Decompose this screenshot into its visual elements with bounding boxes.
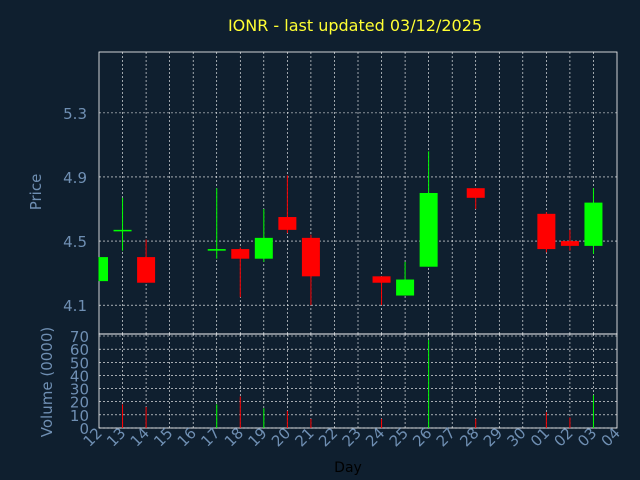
volume-panel-frame <box>98 333 618 429</box>
price-axis-label: Price <box>27 174 45 211</box>
candle-body <box>537 213 556 250</box>
candle-body <box>113 229 132 232</box>
candle <box>231 247 250 298</box>
price-tick-label: 4.9 <box>63 169 87 187</box>
price-tick-label: 5.3 <box>63 105 87 123</box>
volume-tick-label: 30 <box>70 381 89 399</box>
candle-body <box>560 241 579 246</box>
candle-body <box>419 193 438 267</box>
candle <box>584 188 603 254</box>
candle-body <box>372 276 391 283</box>
candle-body <box>207 249 226 251</box>
candle <box>560 229 579 251</box>
candle <box>466 188 485 210</box>
candle-body <box>584 202 603 246</box>
candle <box>137 239 156 283</box>
candle-body <box>231 249 250 259</box>
x-axis: 1213141516171819202122232425262728293001… <box>80 424 624 450</box>
volume-tick-label: 50 <box>70 354 89 372</box>
volume-tick-label: 70 <box>70 328 89 346</box>
candle-body <box>466 188 485 198</box>
volume-axis-label: Volume (0000) <box>38 327 56 437</box>
volume-tick-label: 0 <box>79 420 89 438</box>
chart-title: IONR - last updated 03/12/2025 <box>228 16 482 35</box>
volume-tick-label: 20 <box>70 394 89 412</box>
candle-body <box>254 237 273 259</box>
candle-body <box>301 237 320 277</box>
price-tick-label: 4.1 <box>63 297 87 315</box>
candle <box>419 151 438 267</box>
candle <box>301 234 320 306</box>
volume-tick-label: 60 <box>70 341 89 359</box>
candle <box>113 197 132 251</box>
candle <box>254 209 273 262</box>
candle <box>278 175 297 234</box>
candle-body <box>137 257 156 283</box>
price-tick-label: 4.5 <box>63 233 87 251</box>
candle <box>207 188 226 259</box>
candle <box>372 276 391 306</box>
x-axis-label: Day <box>334 460 362 476</box>
volume-tick-label: 40 <box>70 367 89 385</box>
price-panel: 4.1 4.5 4.9 5.3 <box>63 51 618 335</box>
candle-body <box>99 257 108 282</box>
candle <box>396 261 415 296</box>
candle <box>537 212 556 253</box>
candle-body <box>396 279 415 296</box>
candle <box>98 257 108 282</box>
candle-body <box>278 217 297 230</box>
volume-tick-label: 10 <box>70 407 89 425</box>
